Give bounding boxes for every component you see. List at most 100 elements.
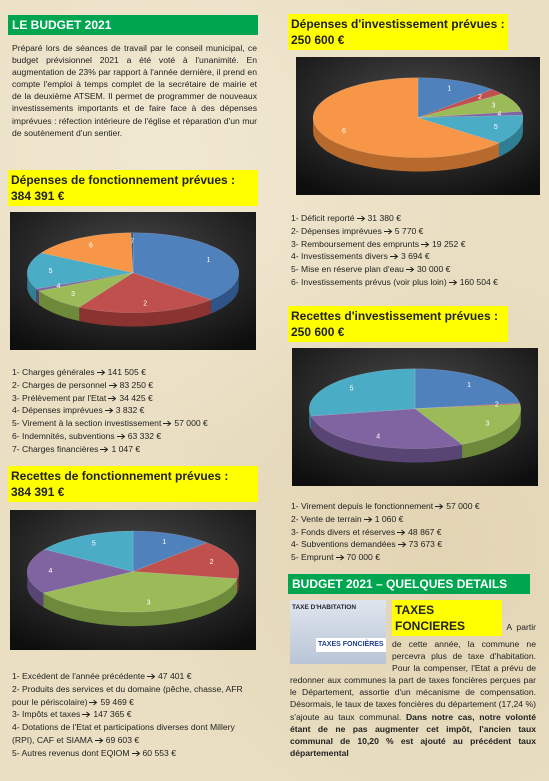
item-value: 60 553 €: [142, 747, 176, 758]
legend-list: 1- Déficit reporté 31 380 € 2- Dépenses im…: [291, 212, 541, 289]
arrow: [363, 516, 372, 523]
list-item: 5- Emprunt 70 000 €: [291, 551, 541, 564]
details-bold: Dans notre cas, notre volonté étant de n…: [290, 711, 536, 758]
item-value: 63 332 €: [127, 430, 162, 441]
slice-label: 3: [491, 102, 495, 109]
arrow: [147, 673, 156, 680]
slice-label: 4: [57, 283, 61, 290]
item-value: 1 047 €: [111, 443, 141, 454]
pie-slice: [132, 542, 240, 579]
item-label: 5- Virement à la section investissement: [12, 418, 162, 429]
arrow: [435, 503, 444, 510]
slice-label: 6: [89, 243, 93, 250]
arrow-icon: [448, 279, 457, 286]
arrow-icon: [363, 516, 372, 523]
pie-slice: [310, 408, 463, 449]
arrow-icon: [100, 446, 109, 453]
legend-list: 1- Excédent de l'année précédente 47 401 …: [12, 670, 256, 760]
section-heading: Dépenses d'investissement prévues : 250 6…: [288, 14, 508, 50]
item-value: 47 401 €: [158, 671, 192, 681]
item-label: 2- Dépenses imprévues: [291, 225, 382, 236]
list-item: 5- Mise en réserve plan d'eau 30 000 €: [291, 263, 541, 276]
arrow: [163, 420, 172, 427]
item-label: 1- Déficit reporté: [291, 213, 355, 223]
slice-label: 4: [376, 433, 380, 440]
item-value: 34 425 €: [119, 392, 153, 403]
slice-label: 1: [467, 382, 471, 389]
item-label: 4- Dotations de l'Etat et participations…: [12, 722, 235, 745]
pie-side: [38, 291, 80, 322]
item-value: 19 252 €: [432, 238, 466, 249]
slice-label: 6: [342, 128, 346, 135]
item-label: 1- Excédent de l'année précédente: [12, 671, 146, 681]
list-item: 2- Charges de personnel 83 250 €: [12, 379, 258, 392]
heading-amount: 384 391 €: [11, 189, 65, 203]
arrow-icon: [89, 699, 98, 705]
slice-label: 3: [71, 291, 75, 298]
item-value: 3 832 €: [115, 405, 145, 416]
list-item: 4- Dotations de l'Etat et participations…: [12, 721, 256, 747]
item-value: 160 504 €: [459, 276, 498, 287]
item-label: 1- Charges générales: [12, 367, 95, 377]
item-label: 3- Remboursement des emprunts: [291, 238, 420, 249]
arrow: [108, 395, 117, 401]
arrow-icon: [116, 433, 125, 440]
item-value: 48 867 €: [408, 526, 442, 537]
pie-slice: [309, 368, 416, 417]
item-label: 5- Mise en réserve plan d'eau: [291, 264, 404, 275]
arrow: [448, 279, 457, 286]
heading-title: Dépenses de fonctionnement prévues :: [11, 173, 236, 187]
pie-side: [79, 299, 211, 327]
pie-side: [462, 408, 521, 459]
slice-label: 1: [162, 539, 166, 546]
image-text: TAXES FONCIÈRES: [316, 638, 386, 653]
list-item: 6- Indemnités, subventions 63 332 €: [12, 430, 258, 443]
slice-label: 5: [494, 124, 498, 131]
item-value: 1 060 €: [374, 513, 404, 524]
slice-label: 2: [478, 94, 482, 101]
item-label: 3- Impôts et taxes: [12, 709, 81, 720]
list-item: 4- Investissements divers 3 694 €: [291, 250, 541, 263]
pie-slice: [40, 232, 134, 274]
arrow: [335, 554, 344, 561]
slice-label: 5: [49, 268, 53, 275]
pie-slice: [414, 403, 521, 445]
item-label: 2- Vente de terrain: [291, 513, 362, 524]
arrow: [96, 369, 105, 376]
pie-slice: [417, 114, 524, 144]
slice-label: 2: [210, 559, 214, 566]
item-value: 57 000 €: [174, 418, 208, 429]
pie-slice: [417, 89, 503, 118]
heading-title: Recettes d'investissement prévues :: [291, 309, 498, 323]
list-item: 1- Déficit reporté 31 380 €: [291, 212, 541, 225]
item-label: 4- Investissements divers: [291, 251, 388, 262]
arrow: [108, 382, 117, 389]
list-item: 3- Remboursement des emprunts 19 252 €: [291, 238, 541, 251]
arrow-icon: [421, 241, 430, 247]
arrow: [82, 712, 91, 718]
heading-amount: 250 600 €: [291, 325, 345, 339]
arrow: [100, 446, 109, 453]
pie-slice: [130, 232, 134, 273]
pie-slice: [132, 232, 239, 301]
pie-side: [27, 272, 37, 303]
arrow-icon: [163, 420, 172, 427]
pie-side: [27, 571, 44, 608]
arrow: [104, 408, 114, 414]
slice-label: 1: [447, 86, 451, 93]
list-item: 6- Investissements prévus (voir plus loi…: [291, 276, 541, 289]
pie-side: [237, 571, 239, 593]
heading-title: Recettes de fonctionnement prévues :: [11, 469, 229, 483]
slice-label: 2: [495, 402, 499, 409]
list-item: 2- Vente de terrain 1 060 €: [291, 513, 541, 526]
slice-label: 1: [207, 257, 211, 264]
item-label: 4- Dépenses imprévues: [12, 405, 103, 416]
arrow-icon: [383, 228, 393, 235]
slice-label: 5: [350, 386, 354, 393]
details-text: A partir de cette année, la commune ne p…: [290, 622, 536, 722]
arrow: [397, 529, 406, 535]
legend-list: 1- Virement depuis le fonctionnement 57 0…: [291, 500, 541, 564]
pie-slice: [312, 77, 500, 158]
arrow-icon: [82, 712, 91, 718]
